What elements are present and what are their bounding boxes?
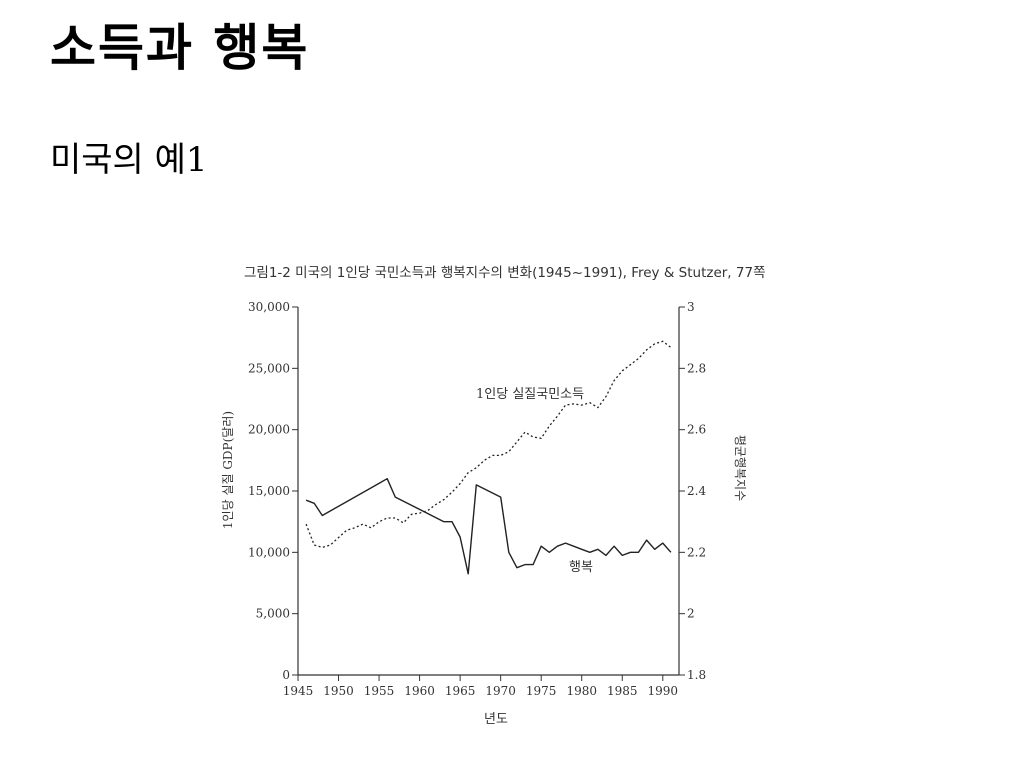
x-tick-label: 1990	[648, 684, 679, 698]
x-tick-label: 1950	[323, 684, 354, 698]
y-right-tick-label: 2.8	[687, 361, 706, 375]
x-tick-label: 1980	[566, 684, 597, 698]
y-right-tick-label: 2.2	[687, 545, 706, 559]
x-tick-label: 1960	[404, 684, 435, 698]
series-label-income: 1인당 실질국민소득	[476, 387, 584, 402]
y-right-tick-label: 2	[687, 607, 695, 621]
chart-title: 그림1-2 미국의 1인당 국민소득과 행복지수의 변화(1945~1991),…	[244, 265, 766, 281]
series-lines	[305, 340, 672, 575]
slide-subtitle: 미국의 예1	[50, 140, 208, 180]
y-right-tick-label: 2.4	[687, 484, 706, 498]
x-tick-label: 1965	[445, 684, 476, 698]
y-left-tick-label: 25,000	[248, 361, 290, 375]
x-tick-label: 1955	[364, 684, 395, 698]
series-line-income	[305, 340, 672, 549]
y-right-tick-label: 2.6	[687, 423, 706, 437]
axis-ticks: 0 5,000 10,000 15,000 20,000 25,000 30,000 1.8 2…	[248, 300, 706, 698]
x-axis-label: 년도	[484, 712, 508, 727]
x-tick-label: 1975	[526, 684, 557, 698]
y-left-tick-label: 20,000	[248, 423, 290, 437]
y-left-tick-label: 5,000	[256, 607, 290, 621]
y-right-tick-label: 3	[687, 300, 695, 314]
x-tick-label: 1970	[485, 684, 516, 698]
y-left-tick-label: 15,000	[248, 484, 290, 498]
y-left-tick-label: 10,000	[248, 545, 290, 559]
slide-title: 소득과 행복	[50, 18, 310, 77]
series-label-happiness: 행복	[569, 559, 593, 575]
x-tick-label: 1945	[283, 684, 314, 698]
y-axis-right-label: 평균행복지수	[733, 435, 748, 501]
y-right-tick-label: 1.8	[687, 668, 706, 682]
x-tick-label: 1985	[607, 684, 638, 698]
y-left-tick-label: 30,000	[248, 300, 290, 314]
y-left-tick-label: 0	[282, 668, 290, 682]
y-axis-left-label: 1인당 실질 GDP(달러)	[221, 411, 235, 529]
series-line-happiness	[305, 478, 672, 575]
